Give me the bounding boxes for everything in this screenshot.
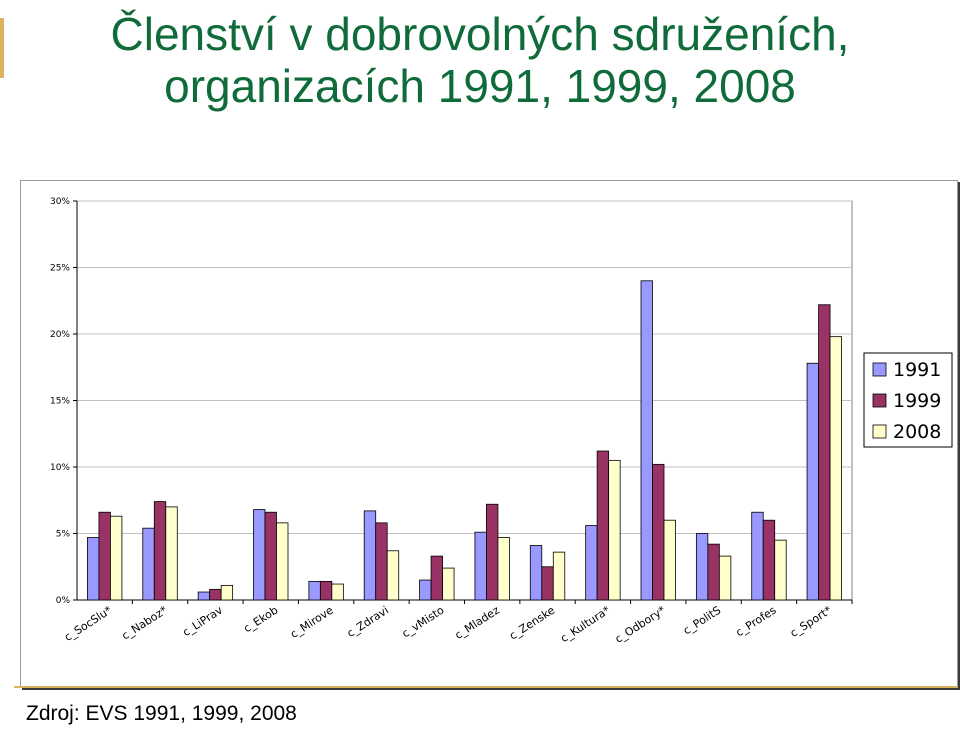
bar-1999-c_Kultura* bbox=[596, 450, 610, 601]
bar-2008-c_LiPrav bbox=[220, 584, 234, 601]
x-category-label: c_SocSlu* bbox=[62, 603, 115, 643]
bar-1999-c_Zdravi bbox=[375, 522, 388, 601]
y-tick-label: 15% bbox=[50, 397, 70, 407]
y-tick-label: 5% bbox=[56, 530, 71, 540]
y-tick-label: 0% bbox=[56, 596, 71, 606]
legend: 1991 1999 2008 bbox=[863, 352, 953, 448]
bar-2008-c_Profes bbox=[774, 539, 787, 601]
chart-frame: 0% 5% 10% 15% 20% 25% 30% c_SocSlu* c_Naboz* c_L… bbox=[20, 180, 958, 688]
y-tick-label: 10% bbox=[50, 463, 70, 473]
bar-1999-c_Naboz* bbox=[153, 501, 167, 601]
gridlines bbox=[77, 200, 852, 534]
bar-2008-c_Sport* bbox=[829, 336, 842, 601]
slide-title-line-1: Členství v dobrovolných sdruženích, bbox=[110, 8, 850, 60]
bar-1991-c_Zenske bbox=[529, 545, 543, 601]
x-category-label: c_Odbory* bbox=[613, 603, 669, 645]
x-category-label: c_Sport* bbox=[788, 603, 835, 640]
x-category-label: c_Mirove bbox=[288, 603, 336, 640]
legend-label-2008: 2008 bbox=[893, 421, 941, 443]
x-category-label: c_PolitS bbox=[681, 604, 723, 638]
bar-1991-c_Mladez bbox=[474, 531, 487, 601]
x-category-label: c_Zenske bbox=[507, 603, 557, 642]
bar-1991-c_Zdravi bbox=[363, 510, 377, 601]
bar-2008-c_Zdravi bbox=[386, 550, 400, 601]
bar-1991-c_SocSlu* bbox=[87, 537, 100, 601]
bar-2008-c_PolitS bbox=[718, 555, 732, 601]
bar-1991-c_Odbory* bbox=[640, 280, 653, 601]
y-tick-label: 30% bbox=[50, 197, 70, 207]
x-category-label: c_Kultura* bbox=[558, 603, 613, 645]
bar-1991-c_PolitS bbox=[695, 533, 709, 601]
bar-1991-c_vMisto bbox=[419, 579, 432, 601]
bar-1991-c_Naboz* bbox=[142, 527, 155, 601]
legend-swatch-1999 bbox=[872, 393, 887, 408]
decorative-accent-bar bbox=[0, 18, 4, 78]
bar-2008-c_Mladez bbox=[497, 537, 510, 601]
x-axis-labels: c_SocSlu* c_Naboz* c_LiPrav c_Ekob c_Mirove c… bbox=[62, 600, 853, 646]
legend-label-1999: 1999 bbox=[893, 390, 941, 412]
bar-1999-c_LiPrav bbox=[209, 588, 222, 601]
bar-1999-c_Ekob bbox=[264, 511, 277, 601]
bar-2008-c_Naboz* bbox=[165, 506, 178, 601]
legend-swatch-2008 bbox=[872, 424, 887, 439]
bar-1999-c_SocSlu* bbox=[98, 511, 111, 601]
decorative-rule bbox=[14, 686, 958, 688]
bar-1999-c_Odbory* bbox=[652, 463, 665, 601]
x-category-label: c_Zdravi bbox=[345, 604, 391, 640]
bar-1999-c_Mladez bbox=[486, 503, 499, 601]
bar-2008-c_Ekob bbox=[276, 522, 289, 601]
bar-1991-c_Sport* bbox=[806, 362, 819, 601]
bar-1999-c_vMisto bbox=[430, 555, 443, 601]
x-category-label: c_vMisto bbox=[400, 603, 447, 640]
bars bbox=[87, 280, 842, 601]
bar-1991-c_Ekob bbox=[253, 509, 266, 601]
bar-1991-c_Profes bbox=[751, 511, 764, 601]
x-category-label: c_Ekob bbox=[241, 604, 280, 636]
y-tick-label: 20% bbox=[50, 330, 70, 340]
slide-title: Členství v dobrovolných sdruženích, orga… bbox=[0, 8, 960, 112]
bar-2008-c_Zenske bbox=[552, 551, 566, 601]
bar-2008-c_Kultura* bbox=[608, 459, 621, 601]
bar-2008-c_vMisto bbox=[442, 567, 455, 601]
bar-1999-c_PolitS bbox=[707, 543, 720, 601]
bar-1999-c_Zenske bbox=[541, 566, 554, 601]
bar-1991-c_LiPrav bbox=[197, 591, 211, 601]
legend-label-1991: 1991 bbox=[893, 359, 941, 381]
bar-1999-c_Sport* bbox=[818, 304, 831, 601]
legend-swatch-1991 bbox=[872, 362, 887, 377]
bar-1999-c_Mirove bbox=[319, 580, 333, 601]
slide-title-line-2: organizacích 1991, 1999, 2008 bbox=[164, 60, 796, 112]
bar-1991-c_Kultura* bbox=[585, 525, 598, 601]
bar-2008-c_Odbory* bbox=[663, 519, 676, 601]
x-category-label: c_LiPrav bbox=[180, 603, 225, 639]
source-note: Zdroj: EVS 1991, 1999, 2008 bbox=[26, 702, 297, 725]
x-category-label: c_Profes bbox=[733, 603, 778, 639]
bar-chart: 0% 5% 10% 15% 20% 25% 30% c_SocSlu* c_Naboz* c_L… bbox=[50, 197, 953, 646]
x-category-label: c_Naboz* bbox=[119, 603, 170, 642]
bar-1999-c_Profes bbox=[762, 519, 776, 601]
bar-2008-c_SocSlu* bbox=[110, 515, 123, 601]
x-category-label: c_Mladez bbox=[452, 603, 502, 641]
y-tick-label: 25% bbox=[50, 264, 70, 274]
bar-1991-c_Mirove bbox=[308, 580, 321, 601]
bar-2008-c_Mirove bbox=[331, 583, 344, 601]
